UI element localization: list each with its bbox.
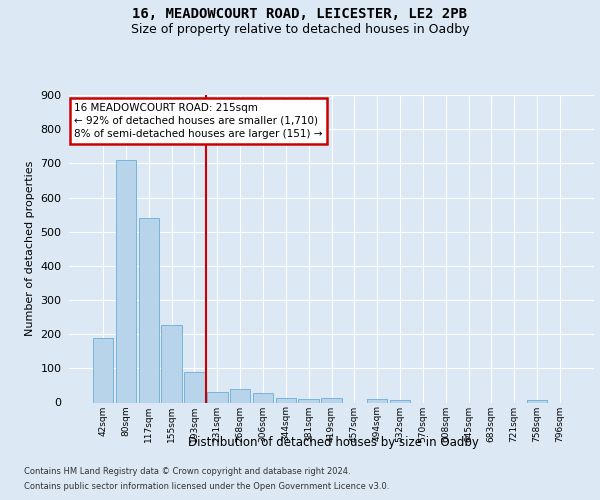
Bar [527,400,547,402]
Bar [230,389,250,402]
Text: 16 MEADOWCOURT ROAD: 215sqm
← 92% of detached houses are smaller (1,710)
8% of s: 16 MEADOWCOURT ROAD: 215sqm ← 92% of det… [74,102,323,139]
Bar [139,218,159,402]
Bar [184,372,205,402]
Bar [298,399,319,402]
Text: Size of property relative to detached houses in Oadby: Size of property relative to detached ho… [131,22,469,36]
Bar [253,394,273,402]
Bar [116,160,136,402]
Bar [367,399,388,402]
Text: Contains public sector information licensed under the Open Government Licence v3: Contains public sector information licen… [24,482,389,491]
Bar [161,324,182,402]
Text: 16, MEADOWCOURT ROAD, LEICESTER, LE2 2PB: 16, MEADOWCOURT ROAD, LEICESTER, LE2 2PB [133,8,467,22]
Y-axis label: Number of detached properties: Number of detached properties [25,161,35,336]
Text: Contains HM Land Registry data © Crown copyright and database right 2024.: Contains HM Land Registry data © Crown c… [24,467,350,476]
Bar [93,338,113,402]
Bar [390,400,410,402]
Text: Distribution of detached houses by size in Oadby: Distribution of detached houses by size … [188,436,478,449]
Bar [207,392,227,402]
Bar [275,398,296,402]
Bar [321,398,342,402]
